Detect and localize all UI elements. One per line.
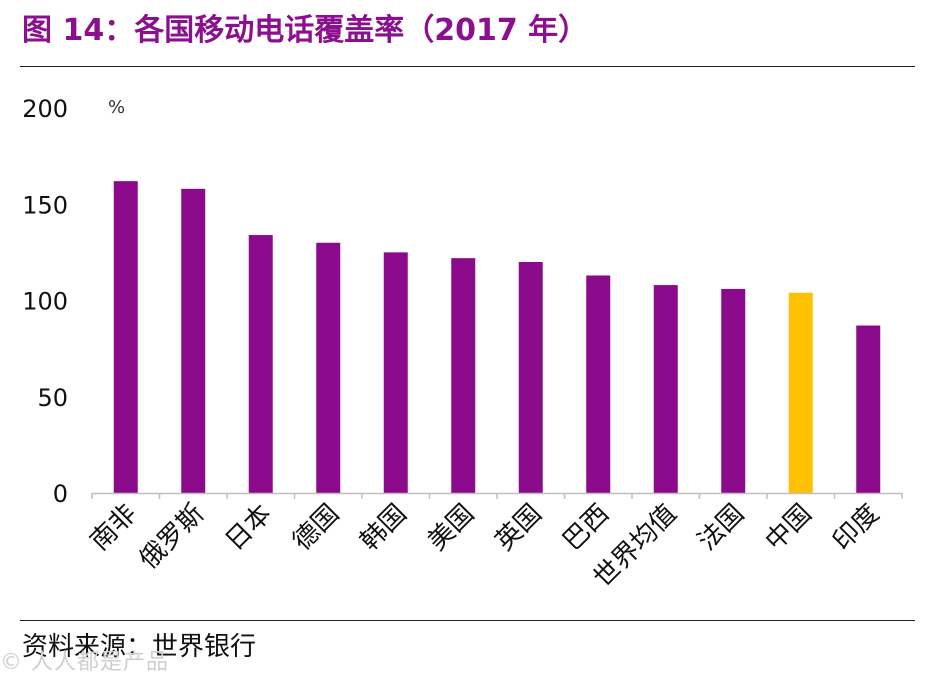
bar-俄罗斯: [181, 188, 206, 493]
bar-series: [113, 181, 881, 494]
bar-巴西: [586, 275, 611, 493]
x-tick-label: 英国: [490, 499, 548, 557]
x-tick-label: 印度: [827, 499, 885, 557]
x-tick-label: 法国: [692, 499, 750, 557]
bar-英国: [518, 262, 543, 493]
x-tick-label: 巴西: [557, 499, 615, 557]
bar-法国: [721, 288, 746, 493]
bar-韩国: [383, 252, 408, 493]
y-tick-label: 150: [22, 191, 68, 219]
bar-日本: [248, 235, 273, 494]
y-tick-label: 50: [37, 384, 68, 412]
bar-印度: [856, 325, 881, 493]
title-divider: [20, 66, 915, 67]
y-unit-label: %: [108, 97, 125, 118]
bar-中国: [788, 292, 813, 493]
x-tick-label: 中国: [760, 499, 818, 557]
x-tick-label: 日本: [220, 499, 278, 557]
y-tick-label: 200: [22, 95, 68, 123]
bar-世界均值: [653, 285, 678, 493]
source-label: 资料来源：: [22, 632, 153, 662]
bar-南非: [113, 181, 138, 493]
x-tick-label: 美国: [422, 499, 480, 557]
bar-德国: [316, 242, 341, 493]
y-tick-label: 100: [22, 288, 68, 316]
bar-美国: [451, 258, 476, 493]
source-note: 资料来源：世界银行: [22, 628, 256, 666]
watermark: © 人人都是产品: [0, 650, 169, 675]
chart-title: 图 14：各国移动电话覆盖率（2017 年）: [22, 13, 589, 48]
x-tick-label: 南非: [85, 499, 143, 557]
x-tick-label: 德国: [287, 499, 345, 557]
y-axis: 0 50 100 150 200: [22, 95, 68, 508]
x-tick-label: 韩国: [355, 499, 413, 557]
y-tick-label: 0: [53, 480, 68, 508]
x-tick-label: 俄罗斯: [134, 499, 210, 575]
x-axis-ticks: [91, 493, 903, 499]
source-value: 世界银行: [152, 632, 257, 662]
footer-divider: [20, 620, 915, 621]
